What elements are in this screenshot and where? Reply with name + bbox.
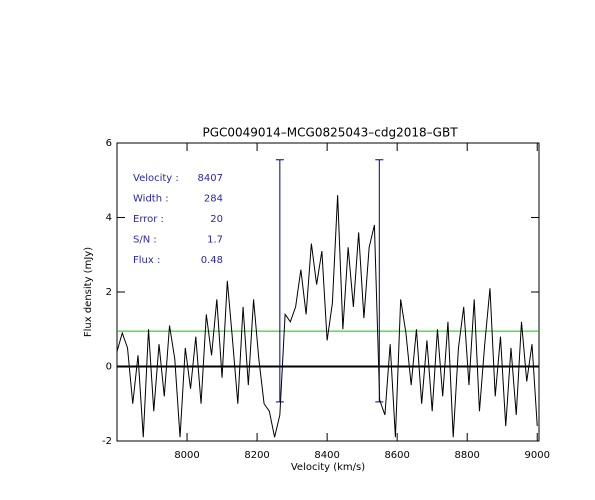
plot-frame [116,142,540,442]
x-tick-label: 8200 [244,450,269,461]
annotation-value: 1.7 [207,235,223,246]
x-tick-label: 8000 [174,450,199,461]
y-tick-label: 6 [106,138,112,149]
annotation-value: 20 [210,214,223,225]
y-tick-label: 2 [106,287,112,298]
x-tick-label: 8400 [314,450,339,461]
y-tick-label: 0 [106,362,112,373]
spectrum-line [117,195,538,438]
annotation-label: Flux : [133,255,160,266]
annotation-label: Velocity : [133,173,179,184]
x-tick-label: 9000 [525,450,550,461]
annotation-label: S/N : [133,235,157,246]
annotation-value: 8407 [198,173,223,184]
y-tick-label: 4 [106,213,112,224]
x-tick-label: 8600 [384,450,409,461]
annotation-label: Error : [133,214,164,225]
annotation-label: Width : [133,194,169,205]
y-tick-label: -2 [102,436,112,447]
x-tick-label: 8800 [454,450,479,461]
chart-title: PGC0049014–MCG0825043–cdg2018–GBT [202,126,458,140]
annotation-value: 284 [204,194,223,205]
x-axis-label: Velocity (km/s) [291,462,365,473]
annotation-value: 0.48 [201,255,223,266]
y-axis-label: Flux density (mJy) [83,247,94,337]
